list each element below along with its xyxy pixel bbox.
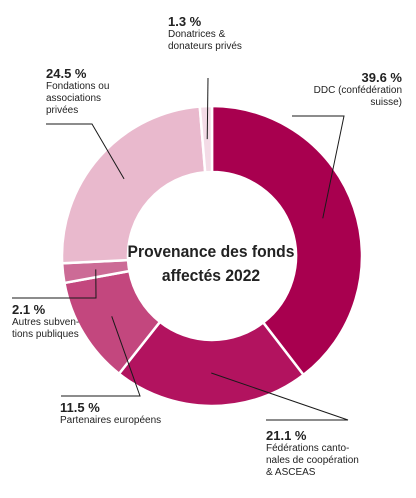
slice-fondations <box>60 105 207 265</box>
leader-line-autres-subventions <box>12 269 97 299</box>
value-label-donatrices: 1.3 % <box>168 14 202 29</box>
category-label-ddc: DDC (confédération suisse) <box>313 85 402 108</box>
chart-title: Provenance des fonds affectés 2022 <box>127 242 295 285</box>
category-label-partenaires-europeens: Partenaires européens <box>60 415 162 426</box>
label-autres-subventions: 2.1 % Autres subven- tions publiques <box>12 302 79 341</box>
category-label-donatrices: Donatrices & donateurs privés <box>168 29 242 52</box>
label-ddc: 39.6 % DDC (confédération suisse) <box>314 70 402 109</box>
value-label-federations: 21.1 % <box>266 428 307 443</box>
value-label-ddc: 39.6 % <box>361 70 402 85</box>
slice-donatrices <box>198 104 214 174</box>
label-partenaires-europeens: 11.5 % Partenaires européens <box>60 400 161 427</box>
leader-line-federations <box>211 372 349 421</box>
leader-line-partenaires-europeens <box>61 316 141 397</box>
value-label-partenaires-europeens: 11.5 % <box>60 400 100 415</box>
category-label-autres-subventions: Autres subven- tions publiques <box>12 317 80 340</box>
value-label-fondations: 24.5 % <box>46 66 87 81</box>
label-donatrices: 1.3 % Donatrices & donateurs privés <box>168 14 242 53</box>
leader-line-donatrices <box>206 77 209 140</box>
slice-federations <box>117 320 306 408</box>
leader-line-ddc <box>292 115 345 219</box>
category-label-fondations: Fondations ou associations privées <box>46 81 110 116</box>
slice-ddc <box>210 104 364 377</box>
category-label-federations: Fédérations canto- nales de coopération … <box>266 443 359 478</box>
label-fondations: 24.5 % Fondations ou associations privée… <box>46 66 109 117</box>
label-federations: 21.1 % Fédérations canto- nales de coopé… <box>266 428 359 479</box>
leader-line-fondations <box>46 123 125 180</box>
value-label-autres-subventions: 2.1 % <box>12 302 46 317</box>
